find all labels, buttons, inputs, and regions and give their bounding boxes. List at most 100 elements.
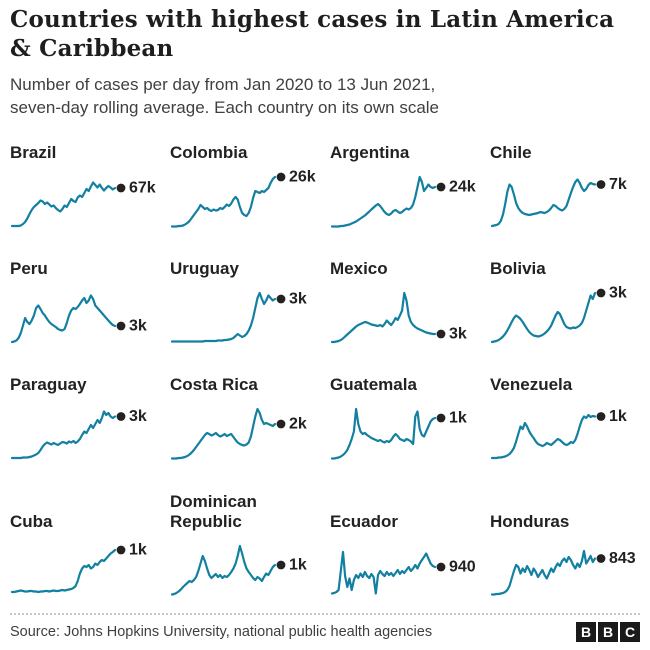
bbc-logo-block-b2: B — [598, 622, 618, 642]
country-label-uruguay: Uruguay — [170, 259, 239, 279]
country-label-costa-rica: Costa Rica — [170, 375, 258, 395]
sparkline-brazil: 67k — [10, 179, 156, 227]
sparkline-paraguay: 3k — [10, 408, 147, 460]
bbc-logo-block-b1: B — [576, 622, 596, 642]
spark-line-cuba — [10, 548, 117, 594]
country-label-paraguay: Paraguay — [10, 375, 87, 395]
end-value-label-guatemala: 1k — [449, 410, 467, 427]
end-dot-cuba — [116, 545, 126, 555]
footer: Source: Johns Hopkins University, nation… — [10, 613, 640, 642]
chart-cell-honduras: Honduras 843 — [490, 488, 640, 603]
country-label-mexico: Mexico — [330, 259, 388, 279]
country-label-dominican-republic: Dominican Republic — [170, 491, 257, 532]
spark-line-costa-rica — [170, 407, 277, 460]
end-value-label-honduras: 843 — [609, 550, 636, 567]
end-value-label-uruguay: 3k — [289, 290, 307, 307]
sparkline-chile: 7k — [490, 176, 627, 227]
chart-cell-uruguay: Uruguay 3k — [170, 256, 320, 350]
chart-cell-ecuador: Ecuador 940 — [330, 488, 480, 603]
chart-subtitle-line1: Number of cases per day from Jan 2020 to… — [10, 74, 436, 94]
spark-line-uruguay — [170, 291, 277, 343]
country-label-argentina: Argentina — [330, 142, 410, 162]
chart-cell-colombia: Colombia 26k — [170, 139, 320, 233]
chart-cell-peru: Peru 3k — [10, 256, 160, 350]
sparkline-uruguay: 3k — [170, 290, 307, 343]
chart-cell-bolivia: Bolivia 3k — [490, 256, 640, 350]
spark-line-venezuela — [490, 413, 597, 460]
spark-line-colombia — [170, 175, 277, 228]
country-label-bolivia: Bolivia — [490, 259, 546, 279]
country-label-venezuela: Venezuela — [490, 375, 573, 395]
sparkline-costa-rica: 2k — [170, 407, 307, 460]
country-label-ecuador: Ecuador — [330, 512, 399, 532]
chart-title-line1: Countries with highest cases in Latin Am… — [10, 6, 615, 33]
end-value-label-venezuela: 1k — [609, 408, 627, 425]
country-label-colombia: Colombia — [170, 142, 248, 162]
end-value-label-brazil: 67k — [129, 179, 156, 196]
end-value-label-mexico: 3k — [449, 325, 467, 342]
spark-line-ecuador — [330, 550, 437, 595]
end-dot-colombia — [276, 172, 286, 182]
spark-line-brazil — [10, 181, 117, 227]
end-dot-ecuador — [436, 562, 446, 572]
chart-cell-cuba: Cuba 1k — [10, 488, 160, 603]
chart-cell-argentina: Argentina 24k — [330, 139, 480, 233]
end-value-label-bolivia: 3k — [609, 284, 627, 301]
charts-grid: Brazil 67k Colombia 26k Argentina 24k Chile 7k P… — [10, 139, 640, 603]
end-value-label-argentina: 24k — [449, 178, 476, 195]
end-dot-bolivia — [596, 288, 606, 298]
bbc-logo: B B C — [576, 622, 640, 642]
spark-line-guatemala — [330, 407, 437, 460]
end-dot-argentina — [436, 182, 446, 192]
end-value-label-chile: 7k — [609, 176, 627, 193]
country-label-peru: Peru — [10, 259, 48, 279]
end-value-label-costa-rica: 2k — [289, 416, 307, 433]
sparkline-argentina: 24k — [330, 175, 476, 228]
sparkline-ecuador: 940 — [330, 550, 476, 595]
chart-cell-chile: Chile 7k — [490, 139, 640, 233]
spark-line-paraguay — [10, 410, 117, 460]
sparkline-colombia: 26k — [170, 168, 316, 228]
end-dot-mexico — [436, 329, 446, 339]
end-dot-peru — [116, 321, 126, 331]
country-label-brazil: Brazil — [10, 142, 57, 162]
end-dot-uruguay — [276, 294, 286, 304]
end-dot-brazil — [116, 183, 126, 193]
spark-line-peru — [10, 294, 117, 343]
chart-title: Countries with highest cases in Latin Am… — [10, 6, 640, 64]
sparkline-bolivia: 3k — [490, 284, 627, 343]
sparkline-cuba: 1k — [10, 542, 147, 594]
chart-cell-guatemala: Guatemala 1k — [330, 372, 480, 466]
sparkline-honduras: 843 — [490, 549, 636, 596]
chart-cell-paraguay: Paraguay 3k — [10, 372, 160, 466]
chart-cell-costa-rica: Costa Rica 2k — [170, 372, 320, 466]
spark-line-chile — [490, 178, 597, 227]
source-text: Source: Johns Hopkins University, nation… — [10, 624, 433, 640]
end-dot-venezuela — [596, 412, 606, 421]
end-value-label-peru: 3k — [129, 317, 147, 334]
end-value-label-dominican-republic: 1k — [289, 557, 307, 574]
chart-cell-mexico: Mexico 3k — [330, 256, 480, 350]
spark-line-argentina — [330, 175, 437, 228]
end-value-label-ecuador: 940 — [449, 559, 476, 576]
chart-cell-brazil: Brazil 67k — [10, 139, 160, 233]
end-value-label-cuba: 1k — [129, 542, 147, 559]
end-value-label-paraguay: 3k — [129, 408, 147, 425]
end-value-label-colombia: 26k — [289, 168, 316, 185]
end-dot-honduras — [596, 554, 606, 563]
chart-subtitle-line2: seven-day rolling average. Each country … — [10, 97, 440, 117]
sparkline-venezuela: 1k — [490, 408, 627, 460]
end-dot-chile — [596, 179, 606, 189]
spark-line-honduras — [490, 549, 597, 596]
sparkline-mexico: 3k — [330, 291, 467, 343]
bbc-logo-block-c: C — [620, 622, 640, 642]
end-dot-costa-rica — [276, 419, 286, 429]
chart-title-line2: & Caribbean — [10, 34, 174, 62]
sparkline-guatemala: 1k — [330, 407, 467, 460]
spark-line-mexico — [330, 291, 437, 343]
chart-cell-dominican-republic: Dominican Republic 1k — [170, 488, 320, 603]
end-dot-paraguay — [116, 412, 126, 421]
country-label-honduras: Honduras — [490, 512, 570, 532]
chart-cell-venezuela: Venezuela 1k — [490, 372, 640, 466]
